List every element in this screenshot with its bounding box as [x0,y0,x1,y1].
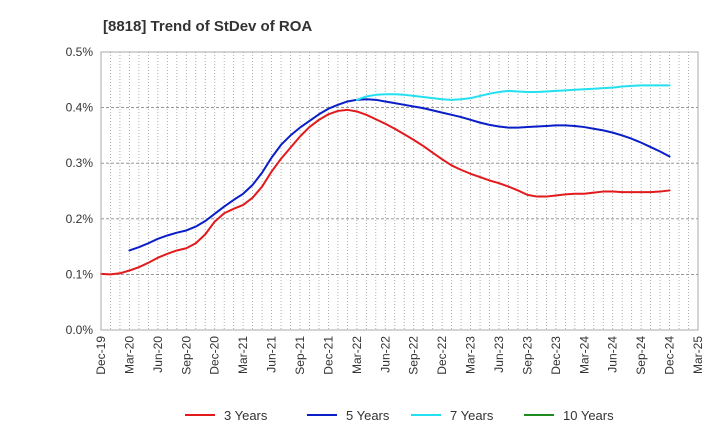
x-tick-label: Sep-22 [407,336,421,375]
x-tick-label: Sep-21 [293,336,307,375]
x-tick-label: Dec-19 [94,336,108,375]
legend-label: 10 Years [563,408,614,423]
legend: 3 Years 5 Years 7 Years 10 Years [185,408,614,423]
y-axis-ticks: 0.0% 0.1% 0.2% 0.3% 0.4% 0.5% [66,45,94,337]
x-tick-label: Mar-22 [350,336,364,374]
series-lines [100,84,671,276]
x-tick-label: Dec-21 [321,336,335,375]
x-tick-label: Dec-22 [435,336,449,375]
x-tick-label: Jun-21 [265,336,279,373]
series-line [128,98,671,252]
series-line [355,84,671,101]
x-tick-label: Sep-23 [520,336,534,375]
legend-label: 3 Years [224,408,268,423]
plot-frame [100,51,699,331]
y-tick-label: 0.2% [66,212,94,226]
chart-title: [8818] Trend of StDev of ROA [103,18,312,35]
x-tick-label: Mar-25 [691,336,705,374]
y-tick-label: 0.4% [66,101,94,115]
x-tick-label: Dec-20 [208,336,222,375]
y-tick-label: 0.0% [66,323,94,337]
x-tick-label: Sep-20 [179,336,193,375]
x-tick-label: Dec-24 [663,336,677,375]
x-tick-label: Sep-24 [634,336,648,375]
series-line [100,108,671,276]
legend-label: 5 Years [346,408,390,423]
legend-label: 7 Years [450,408,494,423]
x-tick-label: Jun-20 [151,336,165,373]
x-tick-label: Jun-24 [606,336,620,373]
x-tick-label: Mar-23 [464,336,478,374]
x-tick-label: Jun-23 [492,336,506,373]
x-tick-label: Mar-24 [577,336,591,374]
x-tick-label: Jun-22 [378,336,392,373]
y-tick-label: 0.3% [66,156,94,170]
y-tick-label: 0.5% [66,45,94,59]
x-tick-label: Mar-21 [236,336,250,374]
x-tick-label: Mar-20 [122,336,136,374]
x-tick-label: Dec-23 [549,336,563,375]
y-tick-label: 0.1% [66,267,94,281]
x-axis-ticks: Dec-19 Mar-20 Jun-20 Sep-20 Dec-20 Mar-21 Jun-… [94,336,705,375]
